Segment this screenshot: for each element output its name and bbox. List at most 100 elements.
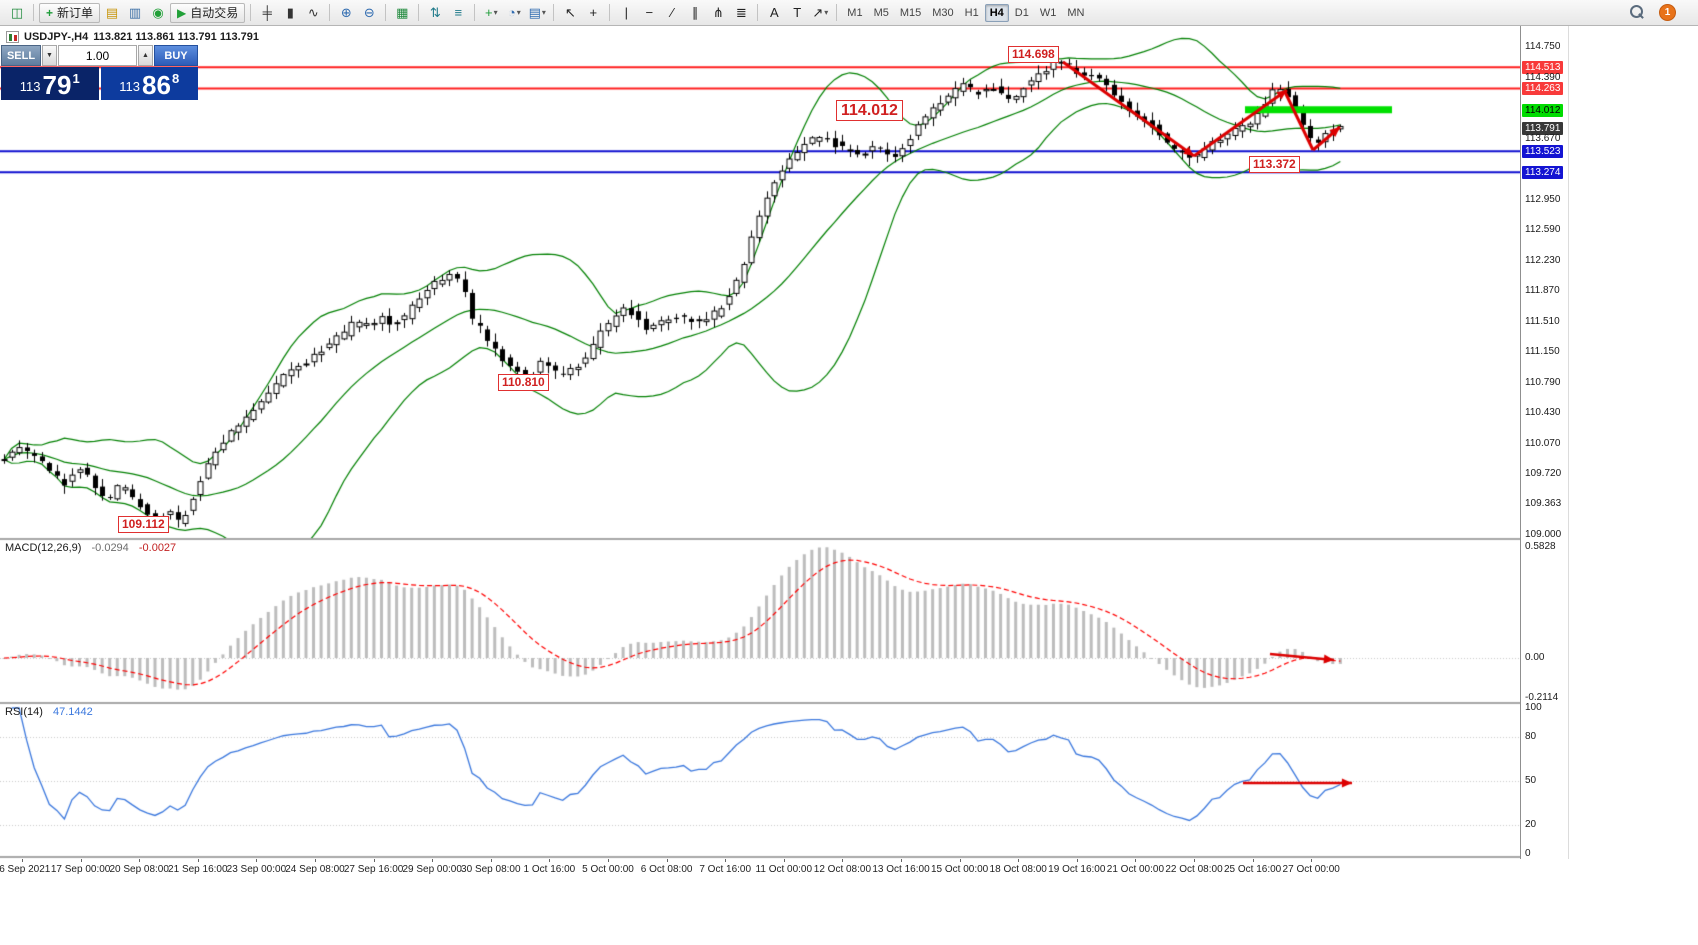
templates-icon: ▤ xyxy=(528,5,541,20)
terminal-icon: ◉ xyxy=(152,5,164,20)
buy-price-point: 8 xyxy=(171,71,180,86)
price-tick: 114.390 xyxy=(1525,72,1561,83)
toolbar-separator xyxy=(609,4,611,21)
time-label: 19 Oct 16:00 xyxy=(1048,864,1106,875)
candlestick-chart-icon[interactable]: ▮ xyxy=(279,3,301,23)
trendline-icon: ∕ xyxy=(671,5,674,20)
text-icon[interactable]: A xyxy=(763,3,785,23)
text-label-icon[interactable]: T xyxy=(786,3,808,23)
ohlc-bars-icon[interactable]: ╪ xyxy=(256,3,278,23)
ohlc-bars-icon: ╪ xyxy=(262,5,272,20)
price-tick: 110.790 xyxy=(1525,377,1561,388)
trendline-icon[interactable]: ∕ xyxy=(661,3,683,23)
volume-increase-button[interactable]: ▲ xyxy=(138,45,153,66)
new-order-button-label: 新订单 xyxy=(57,6,94,20)
time-tick xyxy=(842,859,844,862)
objects-list-icon[interactable]: ≡ xyxy=(447,3,469,23)
price-tick: 112.590 xyxy=(1525,224,1561,235)
line-chart-icon[interactable]: ∿ xyxy=(302,3,324,23)
notification-badge[interactable]: 1 xyxy=(1659,4,1676,21)
vertical-line-icon[interactable]: | xyxy=(615,3,637,23)
price-level-label-113.274: 113.274 xyxy=(1522,166,1564,179)
chart-shortcut-icon[interactable]: ◫ xyxy=(6,3,28,23)
buy-price-prefix: 113 xyxy=(119,79,141,94)
rsi-indicator-label: RSI(14) 47.1442 xyxy=(5,706,93,718)
price-annotation[interactable]: 113.372 xyxy=(1249,156,1300,173)
price-annotation[interactable]: 109.112 xyxy=(118,516,169,533)
timeframe-w1-button[interactable]: W1 xyxy=(1039,6,1057,19)
sell-price[interactable]: 113 79 1 xyxy=(1,67,99,100)
price-tick: 110.070 xyxy=(1525,438,1561,449)
buy-price[interactable]: 113 86 8 xyxy=(100,67,198,100)
trade-panel-prices: 113 79 1 113 86 8 xyxy=(1,67,198,100)
fibonacci-icon[interactable]: ≣ xyxy=(730,3,752,23)
time-tick xyxy=(901,859,902,862)
sell-button[interactable]: SELL xyxy=(1,45,41,66)
time-label: 17 Sep 00:00 xyxy=(50,864,111,875)
timeframe-m1-button[interactable]: M1 xyxy=(847,6,863,19)
zoom-out-icon[interactable]: ⊖ xyxy=(358,3,380,23)
channel-icon[interactable]: ∥ xyxy=(684,3,706,23)
price-level-label-114.513: 114.513 xyxy=(1522,61,1564,74)
new-order-button[interactable]: + 新订单 xyxy=(39,2,101,23)
time-label: 27 Oct 00:00 xyxy=(1282,864,1340,875)
price-tick: 109.000 xyxy=(1525,529,1562,540)
zoom-in-icon: ⊕ xyxy=(340,5,352,20)
macd-axis-tick: 0.5828 xyxy=(1525,541,1556,552)
cursor-icon[interactable]: ↖ xyxy=(559,3,581,23)
time-label: 24 Sep 08:00 xyxy=(285,864,345,875)
symbol-period-label: USDJPY-,H4 xyxy=(24,31,89,43)
new-chart-icon: + xyxy=(484,5,493,20)
tile-windows-icon: ▦ xyxy=(396,5,409,20)
price-tick: 111.870 xyxy=(1525,285,1560,296)
price-tick: 111.150 xyxy=(1525,346,1560,357)
crosshair-icon[interactable]: + xyxy=(582,3,604,23)
rsi-name: RSI(14) xyxy=(5,706,43,718)
text-icon: A xyxy=(769,5,779,20)
data-window-icon[interactable]: ▥ xyxy=(124,3,146,23)
periodicity-icon[interactable]: ◔ ▾ xyxy=(503,3,525,23)
price-annotation[interactable]: 110.810 xyxy=(498,374,549,391)
arrow-objects-icon[interactable]: ↗ ▾ xyxy=(809,3,831,23)
price-tick: 114.750 xyxy=(1525,41,1561,52)
price-annotation[interactable]: 114.012 xyxy=(836,100,903,121)
timeframe-m30-button[interactable]: M30 xyxy=(932,6,954,19)
toolbar-separator xyxy=(757,4,759,21)
auto-trading-button[interactable]: ▶ 自动交易 xyxy=(170,2,246,23)
terminal-icon[interactable]: ◉ xyxy=(147,3,169,23)
rsi-axis-tick: 80 xyxy=(1525,731,1537,742)
new-chart-icon[interactable]: + ▾ xyxy=(480,3,502,23)
tile-windows-icon[interactable]: ▦ xyxy=(391,3,413,23)
timeframe-m5-button[interactable]: M5 xyxy=(873,6,889,19)
horizontal-line-icon[interactable]: − xyxy=(638,3,660,23)
price-annotation[interactable]: 114.698 xyxy=(1008,46,1059,63)
dropdown-caret-icon: ▾ xyxy=(493,7,498,17)
timeframe-mn-button[interactable]: MN xyxy=(1067,6,1085,19)
price-axis[interactable]: 114.750 114.513 114.390 114.263 114.012 113.7… xyxy=(1520,26,1569,859)
sell-price-point: 1 xyxy=(72,71,80,86)
market-watch-icon: ▤ xyxy=(105,5,119,20)
price-level-label-113.791: 113.791 xyxy=(1522,122,1564,135)
time-tick xyxy=(373,859,375,862)
buy-button[interactable]: BUY xyxy=(154,45,198,66)
time-label: 25 Oct 16:00 xyxy=(1223,864,1282,875)
time-label: 15 Oct 00:00 xyxy=(930,864,989,875)
timeframe-m15-button[interactable]: M15 xyxy=(899,6,922,19)
volume-input[interactable]: 1.00 xyxy=(58,45,137,66)
search-icon[interactable] xyxy=(1630,5,1645,20)
zoom-in-icon[interactable]: ⊕ xyxy=(335,3,357,23)
timeframe-h4-button[interactable]: H4 xyxy=(984,3,1009,22)
volume-decrease-button[interactable]: ▼ xyxy=(42,45,57,66)
chart-window: USDJPY-,H4 113.821 113.861 113.791 113.7… xyxy=(0,26,1698,945)
pitchfork-icon[interactable]: ⋔ xyxy=(707,3,729,23)
toolbar-separator xyxy=(474,4,476,21)
rsi-axis-tick: 50 xyxy=(1525,775,1537,786)
timeframe-d1-button[interactable]: D1 xyxy=(1014,6,1029,19)
templates-icon[interactable]: ▤ ▾ xyxy=(526,3,548,23)
time-label: 27 Sep 16:00 xyxy=(343,864,404,875)
timeframe-h1-button[interactable]: H1 xyxy=(964,6,979,19)
market-watch-icon[interactable]: ▤ xyxy=(101,3,123,23)
indicators-icon[interactable]: ⇅ xyxy=(424,3,446,23)
time-tick xyxy=(666,859,668,862)
